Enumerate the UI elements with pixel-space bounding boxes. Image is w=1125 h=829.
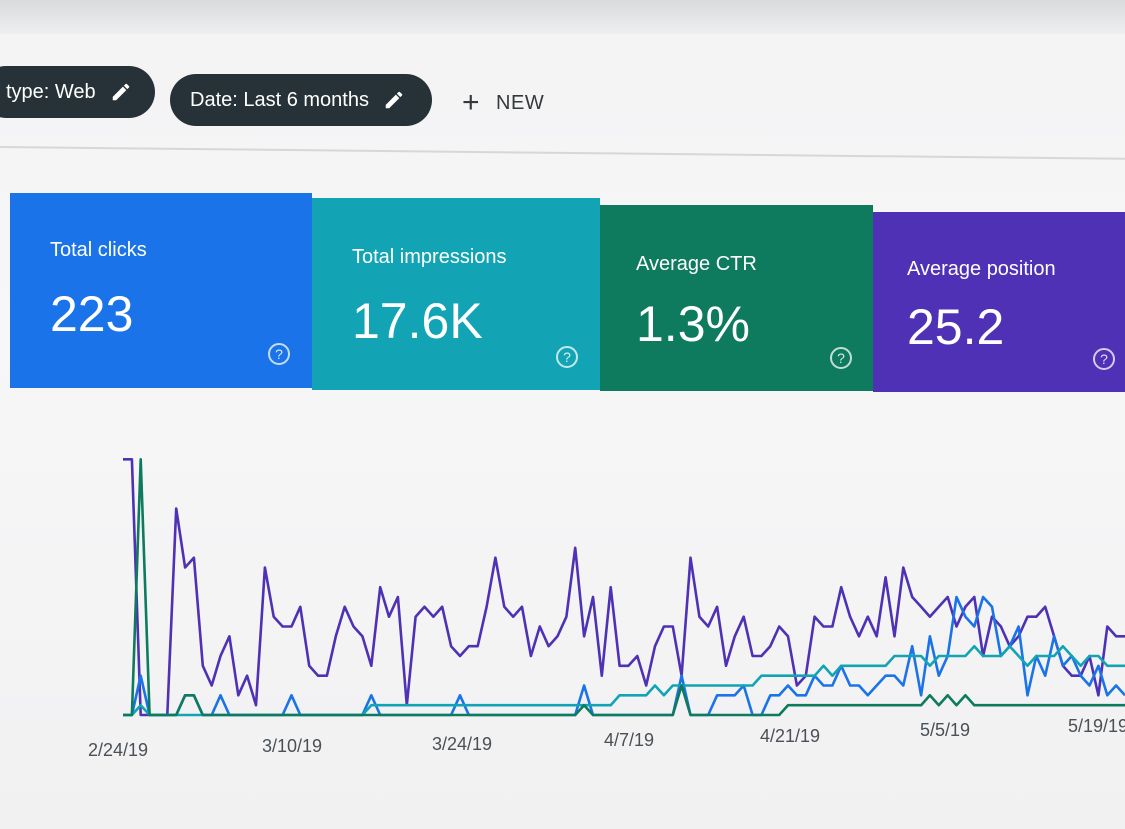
performance-chart: 2/24/19 3/10/19 3/24/19 4/7/19 4/21/19 5/5/19… [0,390,1125,829]
total-clicks-card[interactable]: Total clicks 223 ? [10,193,312,388]
search-type-filter-label: type: Web [6,80,96,103]
x-tick-label: 3/24/19 [432,734,493,754]
x-tick-label: 5/19/19 [1068,716,1125,736]
x-tick-label: 3/10/19 [262,736,323,756]
help-circle-icon[interactable]: ? [556,346,578,368]
average-position-card[interactable]: Average position 25.2 ? [873,212,1125,392]
average-position-label: Average position [907,258,1056,280]
new-filter-button[interactable]: + NEW [462,88,544,118]
total-impressions-card[interactable]: Total impressions 17.6K ? [312,198,600,390]
total-impressions-value: 17.6K [352,293,483,349]
series-line-0 [123,458,1125,717]
x-tick-label: 2/24/19 [88,740,149,760]
total-clicks-label: Total clicks [50,239,147,261]
date-range-filter-chip[interactable]: Date: Last 6 months [170,74,432,126]
help-circle-icon[interactable]: ? [1093,348,1115,370]
x-tick-label: 4/21/19 [760,726,821,746]
performance-chart-svg [123,458,1125,717]
average-ctr-card[interactable]: Average CTR 1.3% ? [600,205,873,391]
average-ctr-label: Average CTR [636,253,757,275]
new-filter-label: NEW [496,91,545,114]
average-position-value: 25.2 [907,299,1005,355]
x-tick-label: 4/7/19 [604,730,655,750]
total-impressions-label: Total impressions [352,246,507,268]
help-circle-icon[interactable]: ? [830,347,852,369]
search-type-filter-chip[interactable]: type: Web [0,66,155,118]
help-circle-icon[interactable]: ? [268,343,290,365]
average-ctr-value: 1.3% [636,296,750,352]
pencil-icon[interactable] [110,81,132,103]
filter-divider [0,146,1125,160]
x-tick-label: 5/5/19 [920,720,971,740]
date-range-filter-label: Date: Last 6 months [190,88,369,111]
series-line-3 [123,458,1125,717]
plus-icon: + [462,86,481,119]
pencil-icon[interactable] [383,89,405,111]
total-clicks-value: 223 [50,286,134,342]
top-bar [0,0,1125,34]
